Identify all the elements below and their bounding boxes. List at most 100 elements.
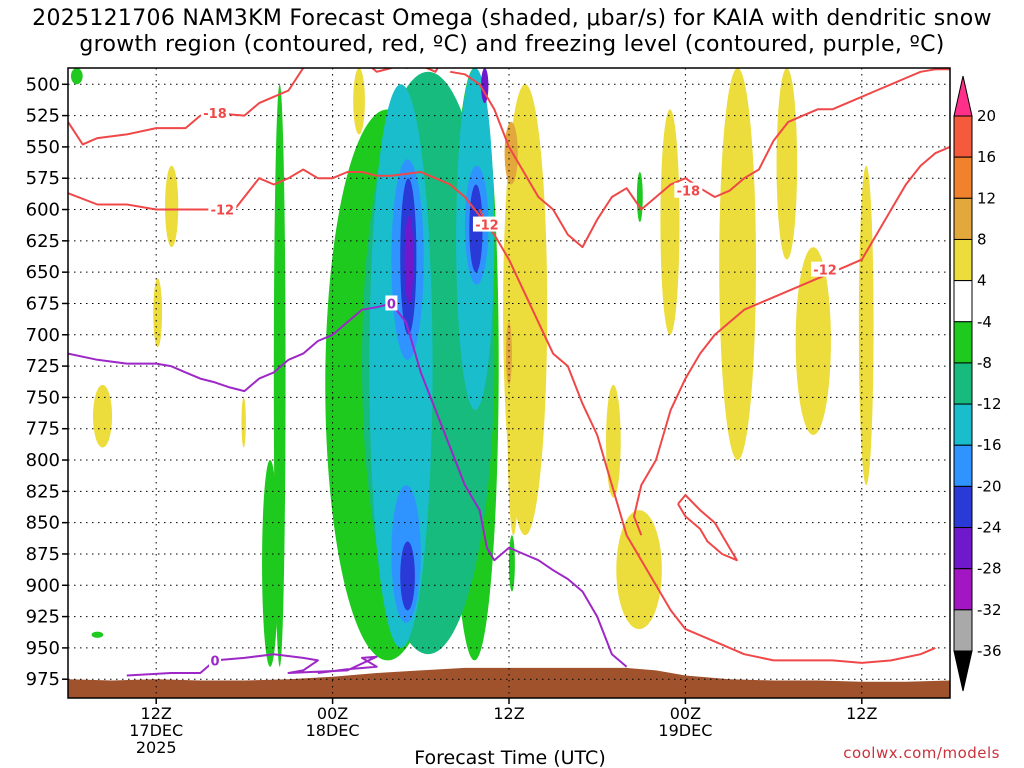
colorbar-segment	[953, 485, 973, 529]
y-tick-label: 700	[26, 325, 60, 346]
omega-region-17	[404, 215, 414, 304]
colorbar-label: -12	[977, 395, 1002, 413]
x-axis-label: Forecast Time (UTC)	[414, 747, 605, 768]
colorbar-label: -28	[977, 560, 1002, 578]
y-tick-label: 875	[26, 544, 60, 565]
contour-label: 0	[210, 654, 219, 669]
colorbar-segment	[953, 280, 973, 323]
colorbar-label: -32	[977, 601, 1002, 619]
y-tick-label: 625	[26, 231, 60, 252]
y-tick-label: 525	[26, 106, 60, 127]
terrain-layer	[68, 667, 950, 698]
omega-region-32	[858, 165, 874, 486]
y-tick-label: 575	[26, 168, 60, 189]
colorbar-label: -16	[977, 436, 1002, 454]
contour-label-bg	[472, 216, 501, 232]
y-tick-label: 825	[26, 481, 60, 502]
colorbar-label: -36	[977, 642, 1002, 660]
y-tick-label: 600	[26, 200, 60, 221]
omega-region-31	[795, 247, 831, 435]
contour-label-bg	[201, 105, 229, 121]
colorbar-label: -20	[977, 477, 1002, 495]
colorbar: 20 16 12 8 4 -4 -8 -12 -16 -20 -24 -28 -32 -36	[953, 75, 1002, 692]
colorbar-segment	[953, 609, 973, 652]
y-tick-label: 950	[26, 638, 60, 659]
x-tick-label: 17DEC	[129, 721, 183, 740]
contour-label: -18	[677, 185, 701, 200]
contour-line-10	[126, 653, 378, 677]
colorbar-segment	[953, 568, 973, 611]
x-tick-label: 19DEC	[658, 721, 712, 740]
colorbar-bottom-triangle	[953, 650, 973, 692]
contour-line-6	[633, 145, 950, 536]
omega-region-26	[606, 384, 621, 498]
omega-region-29	[719, 68, 756, 461]
contour-labels: -18 -12 -12 -12 -18 0 0	[201, 105, 840, 669]
colorbar-segment	[953, 197, 973, 240]
colorbar-label: 12	[977, 189, 996, 207]
contour-label-bg	[811, 261, 840, 277]
contour-line-7	[677, 494, 738, 562]
omega-region-5	[636, 171, 643, 223]
x-tick-label: 18DEC	[306, 721, 360, 740]
x-tick-label: 00Z	[317, 704, 348, 723]
colorbar-segment	[953, 156, 973, 199]
colorbar-label: 4	[977, 272, 987, 290]
y-tick-label: 925	[26, 607, 60, 628]
colorbar-label: 16	[977, 148, 996, 166]
contour-line-1	[347, 68, 392, 73]
omega-region-23	[353, 68, 365, 135]
x-tick-label: 12Z	[141, 704, 172, 723]
colorbar-top-triangle	[953, 75, 973, 117]
terrain-fill	[68, 667, 950, 698]
contour-line-9	[68, 302, 628, 668]
y-tick-label: 750	[26, 387, 60, 408]
contour-label: -12	[813, 264, 837, 279]
omega-region-22	[241, 397, 246, 448]
colorbar-segment	[953, 527, 973, 570]
x-tick-label: 12Z	[846, 704, 877, 723]
colorbar-label: 8	[977, 230, 987, 248]
x-tick-label: 12Z	[493, 704, 524, 723]
y-tick-label: 675	[26, 293, 60, 314]
colorbar-label: -4	[977, 313, 992, 331]
colorbar-segment	[953, 238, 973, 282]
omega-region-6	[509, 535, 515, 592]
y-tick-label: 650	[26, 262, 60, 283]
omega-region-19	[165, 165, 179, 248]
title-line-2: growth region (contoured, red, ºC) and f…	[79, 32, 945, 57]
y-tick-label: 775	[26, 419, 60, 440]
contour-line-3	[450, 68, 950, 249]
y-tick-label: 500	[26, 74, 60, 95]
contour-label: -12	[211, 204, 235, 219]
y-tick-label: 975	[26, 669, 60, 690]
contour-label: 0	[387, 297, 396, 312]
omega-region-1	[262, 460, 279, 667]
title-line-1: 2025121706 NAM3KM Forecast Omega (shaded…	[32, 6, 992, 31]
x-tick-label: 00Z	[670, 704, 701, 723]
colorbar-label: -8	[977, 354, 992, 372]
colorbar-label: 20	[977, 107, 996, 125]
contour-label-bg	[208, 201, 237, 217]
contour-label-bg	[385, 295, 398, 311]
y-tick-label: 850	[26, 513, 60, 534]
colorbar-segment	[953, 362, 973, 405]
omega-region-4	[70, 68, 83, 85]
colorbar-segment	[953, 115, 973, 158]
colorbar-segment	[953, 444, 973, 487]
x-tick-label: 2025	[136, 738, 177, 757]
contour-label-bg	[209, 652, 221, 668]
contour-label: -12	[475, 219, 499, 234]
omega-region-7	[91, 631, 104, 638]
omega-region-21	[92, 384, 113, 448]
y-axis: 500 525 550 575 600 625 650 675 700 725 750 775 800 8…	[26, 74, 68, 690]
y-tick-label: 725	[26, 356, 60, 377]
omega-region-28	[660, 109, 680, 335]
omega-region-27	[616, 510, 662, 630]
attribution-text: coolwx.com/models	[843, 744, 1000, 762]
colorbar-segment	[953, 403, 973, 446]
contour-label-bg	[674, 182, 703, 198]
contour-label: -18	[203, 107, 227, 122]
